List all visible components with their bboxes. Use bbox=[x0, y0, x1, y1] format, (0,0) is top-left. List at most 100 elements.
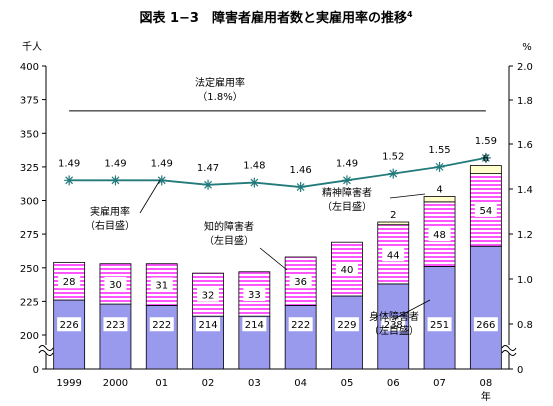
annotation-jitsu-line1: 実雇用率 bbox=[90, 205, 130, 218]
label-bg bbox=[427, 317, 452, 332]
rate-marker bbox=[64, 175, 75, 186]
line-layer bbox=[64, 110, 491, 193]
bar-label-chiteki: 31 bbox=[155, 281, 168, 292]
bar-label-shintai: 223 bbox=[106, 320, 125, 331]
label-bg bbox=[474, 202, 497, 217]
x-tick-label: 06 bbox=[387, 378, 400, 389]
bar-seishin bbox=[423, 196, 456, 203]
label-bg bbox=[288, 317, 313, 332]
bar-shintai bbox=[99, 303, 132, 370]
label-bg bbox=[197, 287, 220, 302]
label-bg bbox=[243, 286, 266, 301]
x-tick-label: 01 bbox=[155, 378, 168, 389]
annotation-seishin-line2: （左目盛） bbox=[322, 200, 372, 213]
right-tick-label: 0.8 bbox=[517, 320, 533, 331]
x-tick-label: 07 bbox=[433, 378, 446, 389]
left-tick-label: 375 bbox=[20, 96, 39, 107]
right-tick-label: 1.6 bbox=[517, 140, 533, 151]
annotation-leader bbox=[391, 299, 431, 321]
rate-label: 1.49 bbox=[151, 158, 173, 169]
label-bg bbox=[103, 317, 128, 332]
right-tick-label: 0 bbox=[517, 365, 523, 376]
left-tick-label: 225 bbox=[20, 297, 39, 308]
bar-label-chiteki: 44 bbox=[387, 250, 400, 261]
x-tick-label: 08 bbox=[479, 378, 492, 389]
bar-shintai bbox=[469, 245, 502, 370]
label-bg bbox=[242, 317, 267, 332]
left-tick-label: 400 bbox=[20, 62, 39, 73]
bar-label-seishin: 4 bbox=[436, 184, 442, 195]
rate-marker bbox=[341, 175, 352, 186]
rate-label: 1.55 bbox=[428, 145, 450, 156]
label-bg bbox=[335, 262, 358, 277]
right-axis-unit: % bbox=[522, 42, 532, 53]
x-tick-label: 02 bbox=[202, 378, 215, 389]
bar-label-chiteki: 30 bbox=[109, 280, 122, 291]
annotation-leader bbox=[139, 179, 161, 214]
x-tick-label: 1999 bbox=[56, 378, 81, 389]
bar-shintai bbox=[331, 295, 363, 370]
reference-line-value: （1.8%） bbox=[197, 91, 242, 103]
label-bg bbox=[196, 317, 221, 332]
rate-label: 1.46 bbox=[290, 165, 312, 176]
bar-label-seishin: 6 bbox=[483, 154, 489, 165]
annotation-jitsu-line2: （右目盛） bbox=[85, 219, 135, 232]
bar-label-seishin: 2 bbox=[390, 210, 396, 221]
rate-label: 1.49 bbox=[58, 158, 80, 169]
annotation-shintai-line2: （左目盛） bbox=[369, 324, 419, 337]
label-bg bbox=[58, 274, 81, 289]
rate-label: 1.59 bbox=[475, 136, 497, 147]
right-tick-label: 1.4 bbox=[517, 185, 533, 196]
axis-break-mark bbox=[501, 350, 517, 356]
bar-label-chiteki: 28 bbox=[63, 277, 76, 288]
left-tick-label: 250 bbox=[20, 264, 39, 275]
right-tick-label: 2.0 bbox=[517, 62, 533, 73]
axis-break-mark bbox=[501, 345, 517, 351]
bar-label-shintai: 214 bbox=[245, 320, 264, 331]
rate-label: 1.48 bbox=[243, 161, 265, 172]
x-tick-label: 2000 bbox=[103, 378, 128, 389]
bar-label-chiteki: 40 bbox=[341, 265, 354, 276]
bar-label-chiteki: 48 bbox=[433, 230, 446, 241]
rate-marker bbox=[388, 168, 399, 179]
left-tick-label: 300 bbox=[20, 197, 39, 208]
right-tick-label: 1.2 bbox=[517, 230, 533, 241]
left-tick-label: 0 bbox=[33, 365, 39, 376]
rate-marker bbox=[480, 152, 491, 163]
bar-label-shintai: 229 bbox=[337, 320, 356, 331]
left-tick-label: 200 bbox=[20, 331, 39, 342]
rate-marker bbox=[434, 161, 445, 172]
rate-marker bbox=[110, 175, 121, 186]
bar-label-shintai: 266 bbox=[476, 320, 495, 331]
rate-label: 1.49 bbox=[104, 158, 126, 169]
rate-marker bbox=[156, 175, 167, 186]
bar-label-chiteki: 33 bbox=[248, 290, 261, 301]
bars-layer bbox=[53, 165, 502, 370]
bar-label-shintai: 238 bbox=[384, 320, 403, 331]
annotation-chiteki-line1: 知的障害者 bbox=[204, 220, 254, 233]
rate-label: 1.52 bbox=[382, 152, 404, 163]
bar-label-shintai: 222 bbox=[152, 320, 171, 331]
annotation-shintai-line1: 身体障害者 bbox=[369, 310, 419, 323]
label-bg bbox=[57, 317, 82, 332]
bar-label-shintai: 222 bbox=[291, 320, 310, 331]
x-tick-label: 04 bbox=[294, 378, 307, 389]
annotation-chiteki-line2: （左目盛） bbox=[204, 234, 254, 247]
right-tick-label: 1.0 bbox=[517, 275, 533, 286]
left-tick-label: 350 bbox=[20, 129, 39, 140]
bar-seishin bbox=[469, 165, 502, 174]
axis-break-gap bbox=[40, 345, 52, 353]
annotation-seishin-line1: 精神障害者 bbox=[322, 186, 372, 199]
left-axis-unit: 千人 bbox=[22, 41, 42, 53]
rate-marker bbox=[295, 182, 306, 193]
bar-label-chiteki: 36 bbox=[294, 277, 307, 288]
bar-shintai bbox=[145, 305, 178, 370]
reference-line-label: 法定雇用率 bbox=[195, 76, 245, 89]
bar-label-shintai: 226 bbox=[60, 320, 79, 331]
label-layer: 28 226 30 223 31 222 32 214 33 214 36 222 40 229 44 238… bbox=[57, 76, 498, 337]
x-axis-unit: 年 bbox=[481, 390, 491, 403]
label-bg bbox=[149, 317, 174, 332]
annotation-leader bbox=[389, 193, 426, 199]
axis-break-mark bbox=[38, 345, 54, 351]
